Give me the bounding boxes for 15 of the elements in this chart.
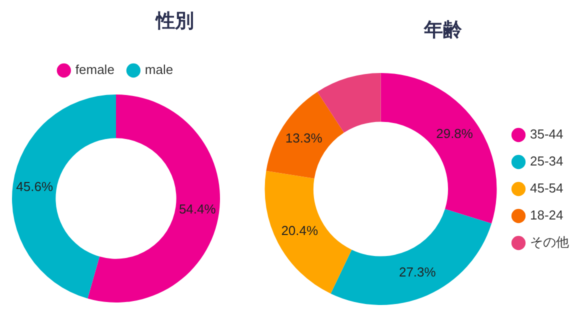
data-label: 29.8% [436, 126, 474, 142]
legend-label: 25-34 [530, 154, 564, 169]
chart-title: 性別 [156, 10, 194, 34]
legend-label: male [144, 62, 174, 78]
legend-label: 35-44 [530, 126, 564, 142]
data-label: 54.4% [178, 201, 216, 216]
data-label: 45.6% [16, 178, 54, 194]
legend-label: 18-24 [530, 208, 564, 223]
data-label: 27.3% [398, 264, 436, 280]
legend-label: female [75, 62, 114, 78]
data-label: 13.3% [285, 130, 323, 146]
chart-title: 年齢 [424, 19, 462, 43]
legend-label: 45-54 [530, 180, 564, 196]
legend-label: その他 [530, 234, 569, 250]
data-label: 20.4% [281, 223, 318, 238]
